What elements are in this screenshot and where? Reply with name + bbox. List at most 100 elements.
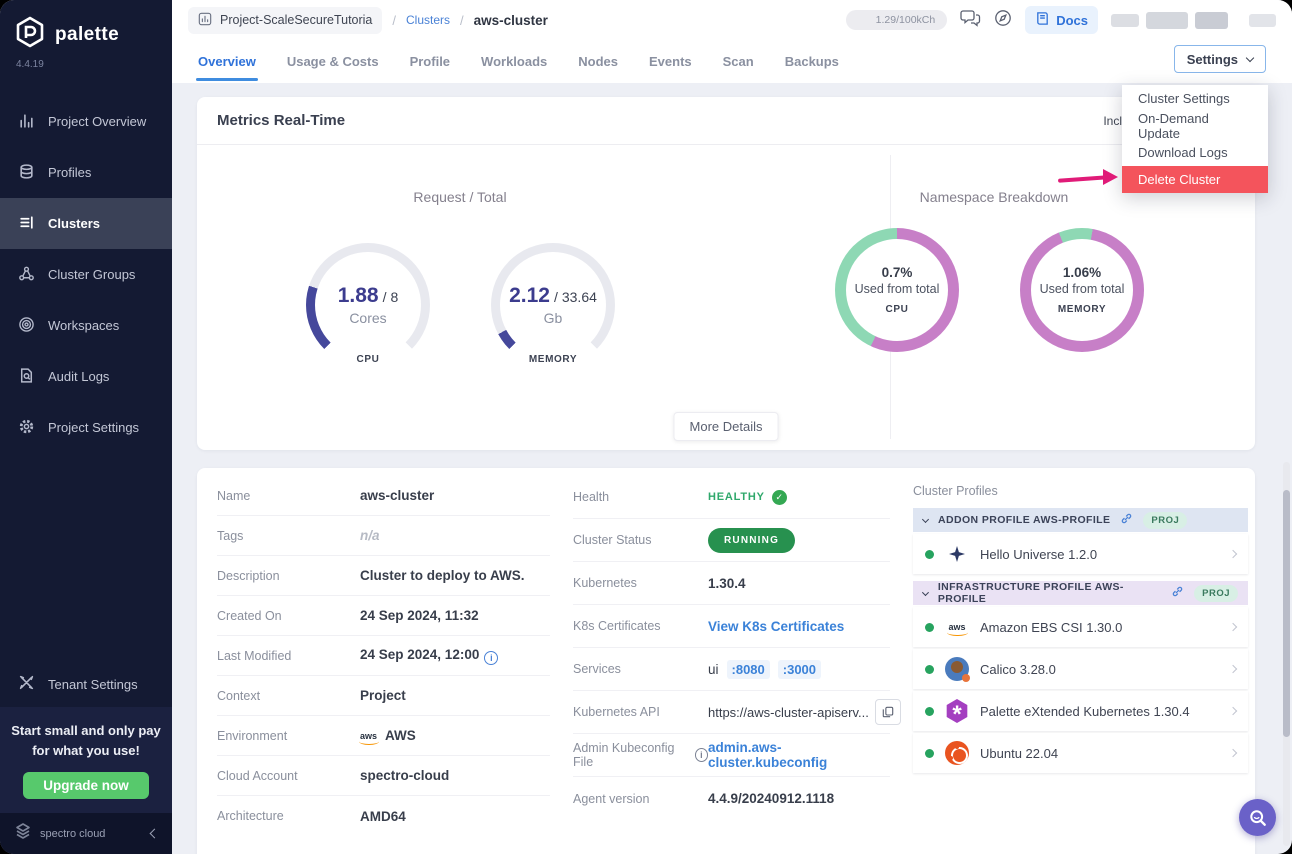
profile-row-ubuntu[interactable]: Ubuntu 22.04 bbox=[913, 733, 1248, 773]
namespace-memory-donut-chart: 1.06% Used from total MEMORY bbox=[1020, 228, 1144, 352]
breadcrumb-project-chip[interactable]: Project-ScaleSecureTutoria bbox=[188, 7, 382, 34]
view-k8s-certificates-link[interactable]: View K8s Certificates bbox=[708, 619, 890, 634]
chevron-down-icon bbox=[922, 589, 929, 596]
link-icon bbox=[1120, 512, 1133, 528]
tab-events[interactable]: Events bbox=[649, 42, 692, 81]
detail-label: Services bbox=[573, 662, 708, 676]
addon-profile-section-header[interactable]: ADDON PROFILE AWS-PROFILE PROJ bbox=[913, 508, 1248, 532]
menu-item-delete-cluster[interactable]: Delete Cluster bbox=[1122, 166, 1268, 193]
sidebar-item-tenant-settings[interactable]: Tenant Settings bbox=[0, 661, 172, 707]
copy-button[interactable] bbox=[875, 699, 901, 725]
service-port-link[interactable]: :8080 bbox=[727, 660, 770, 679]
namespace-cpu-caption: Used from total bbox=[855, 282, 940, 296]
info-icon[interactable]: i bbox=[484, 651, 498, 665]
sidebar-item-label: Project Overview bbox=[48, 114, 146, 129]
profile-row-palette-extended-kubernetes[interactable]: * Palette eXtended Kubernetes 1.30.4 bbox=[913, 691, 1248, 731]
usage-credits-badge: 1.29/100kCh bbox=[846, 10, 948, 30]
sidebar-item-audit-logs[interactable]: Audit Logs bbox=[0, 351, 172, 402]
profile-row-calico[interactable]: Calico 3.28.0 bbox=[913, 649, 1248, 689]
value-separator: / bbox=[383, 289, 387, 305]
gear-icon bbox=[18, 418, 35, 438]
tab-overview[interactable]: Overview bbox=[198, 42, 256, 81]
document-search-icon bbox=[18, 367, 35, 387]
detail-value: 4.4.9/20240912.1118 bbox=[708, 791, 890, 806]
namespace-cpu-donut-chart: 0.7% Used from total CPU bbox=[835, 228, 959, 352]
detail-row-kubernetes-api: Kubernetes API https://aws-cluster-apise… bbox=[573, 691, 890, 734]
kubeconfig-download-link[interactable]: admin.aws-cluster.kubeconfig bbox=[708, 740, 890, 770]
sidebar-item-project-settings[interactable]: Project Settings bbox=[0, 402, 172, 453]
sidebar-item-label: Cluster Groups bbox=[48, 267, 135, 282]
namespace-cpu-label: CPU bbox=[886, 304, 909, 315]
menu-item-on-demand-update[interactable]: On-Demand Update bbox=[1122, 112, 1268, 139]
profile-row-amazon-ebs-csi[interactable]: aws Amazon EBS CSI 1.30.0 bbox=[913, 607, 1248, 647]
upgrade-promo: Start small and only pay for what you us… bbox=[0, 707, 172, 813]
status-dot bbox=[925, 665, 934, 674]
tab-backups[interactable]: Backups bbox=[785, 42, 839, 81]
sidebar-item-profiles[interactable]: Profiles bbox=[0, 147, 172, 198]
brand-logo: palette bbox=[0, 0, 172, 53]
collapse-sidebar-icon[interactable] bbox=[150, 829, 160, 839]
detail-label: Description bbox=[217, 569, 360, 583]
tab-scan[interactable]: Scan bbox=[723, 42, 754, 81]
profile-pack-name: Palette eXtended Kubernetes 1.30.4 bbox=[980, 704, 1219, 719]
detail-row-services: Services ui :8080 :3000 bbox=[573, 648, 890, 691]
hello-universe-icon bbox=[945, 542, 969, 566]
value-separator: / bbox=[554, 289, 558, 305]
detail-row-context: Context Project bbox=[217, 676, 550, 716]
menu-item-cluster-settings[interactable]: Cluster Settings bbox=[1122, 85, 1268, 112]
breadcrumb-clusters-link[interactable]: Clusters bbox=[406, 13, 450, 27]
tab-profile[interactable]: Profile bbox=[410, 42, 450, 81]
sidebar-item-clusters[interactable]: Clusters bbox=[0, 198, 172, 249]
detail-row-description: Description Cluster to deploy to AWS. bbox=[217, 556, 550, 596]
tab-usage-costs[interactable]: Usage & Costs bbox=[287, 42, 379, 81]
app-window: palette 4.4.19 Project Overview Profiles… bbox=[0, 0, 1292, 854]
sidebar-nav: Project Overview Profiles Clusters Clust… bbox=[0, 96, 172, 453]
sidebar: palette 4.4.19 Project Overview Profiles… bbox=[0, 0, 172, 854]
compass-icon[interactable] bbox=[994, 9, 1012, 32]
cpu-unit: Cores bbox=[349, 310, 386, 326]
sidebar-item-project-overview[interactable]: Project Overview bbox=[0, 96, 172, 147]
tab-workloads[interactable]: Workloads bbox=[481, 42, 547, 81]
upgrade-now-button[interactable]: Upgrade now bbox=[23, 772, 149, 799]
metrics-header-clipped-text: Incl bbox=[1103, 114, 1122, 128]
chat-icon[interactable] bbox=[960, 9, 981, 32]
detail-label: Admin Kubeconfig File bbox=[573, 741, 690, 769]
tools-icon bbox=[18, 674, 35, 694]
settings-dropdown-menu: Cluster Settings On-Demand Update Downlo… bbox=[1122, 85, 1268, 193]
menu-item-download-logs[interactable]: Download Logs bbox=[1122, 139, 1268, 166]
sidebar-item-label: Clusters bbox=[48, 216, 100, 231]
memory-used-value: 2.12 bbox=[509, 284, 550, 308]
more-details-button[interactable]: More Details bbox=[674, 412, 779, 441]
cluster-list-icon bbox=[18, 214, 35, 234]
sidebar-item-workspaces[interactable]: Workspaces bbox=[0, 300, 172, 351]
tab-nodes[interactable]: Nodes bbox=[578, 42, 618, 81]
profile-pack-name: Hello Universe 1.2.0 bbox=[980, 547, 1219, 562]
app-version: 4.4.19 bbox=[0, 53, 172, 70]
bar-chart-icon bbox=[18, 112, 35, 132]
detail-value: n/a bbox=[360, 528, 550, 543]
tenant-settings-label: Tenant Settings bbox=[48, 677, 138, 692]
network-icon bbox=[18, 265, 35, 285]
cpu-total-value: 8 bbox=[390, 289, 398, 305]
chevron-down-icon bbox=[1246, 53, 1254, 61]
chevron-right-icon bbox=[1229, 623, 1237, 631]
detail-label: Health bbox=[573, 490, 708, 504]
details-left-column: Name aws-cluster Tags n/a Description Cl… bbox=[217, 468, 550, 854]
project-scope-badge: PROJ bbox=[1143, 512, 1187, 529]
settings-dropdown-button[interactable]: Settings bbox=[1174, 45, 1266, 73]
chevron-down-icon bbox=[922, 515, 929, 522]
sidebar-item-cluster-groups[interactable]: Cluster Groups bbox=[0, 249, 172, 300]
project-scope-badge: PROJ bbox=[1194, 585, 1238, 602]
detail-row-architecture: Architecture AMD64 bbox=[217, 796, 550, 836]
info-icon[interactable]: i bbox=[695, 748, 708, 762]
scrollbar-thumb[interactable] bbox=[1283, 490, 1290, 737]
chevron-right-icon bbox=[1229, 707, 1237, 715]
help-search-fab[interactable] bbox=[1239, 799, 1276, 836]
detail-label: Tags bbox=[217, 529, 360, 543]
settings-button-label: Settings bbox=[1187, 52, 1238, 67]
service-port-link[interactable]: :3000 bbox=[778, 660, 821, 679]
infrastructure-profile-section-header[interactable]: INFRASTRUCTURE PROFILE AWS-PROFILE PROJ bbox=[913, 581, 1248, 605]
detail-row-cluster-status: Cluster Status RUNNING bbox=[573, 519, 890, 562]
docs-button[interactable]: Docs bbox=[1025, 6, 1098, 34]
profile-row-hello-universe[interactable]: Hello Universe 1.2.0 bbox=[913, 534, 1248, 574]
